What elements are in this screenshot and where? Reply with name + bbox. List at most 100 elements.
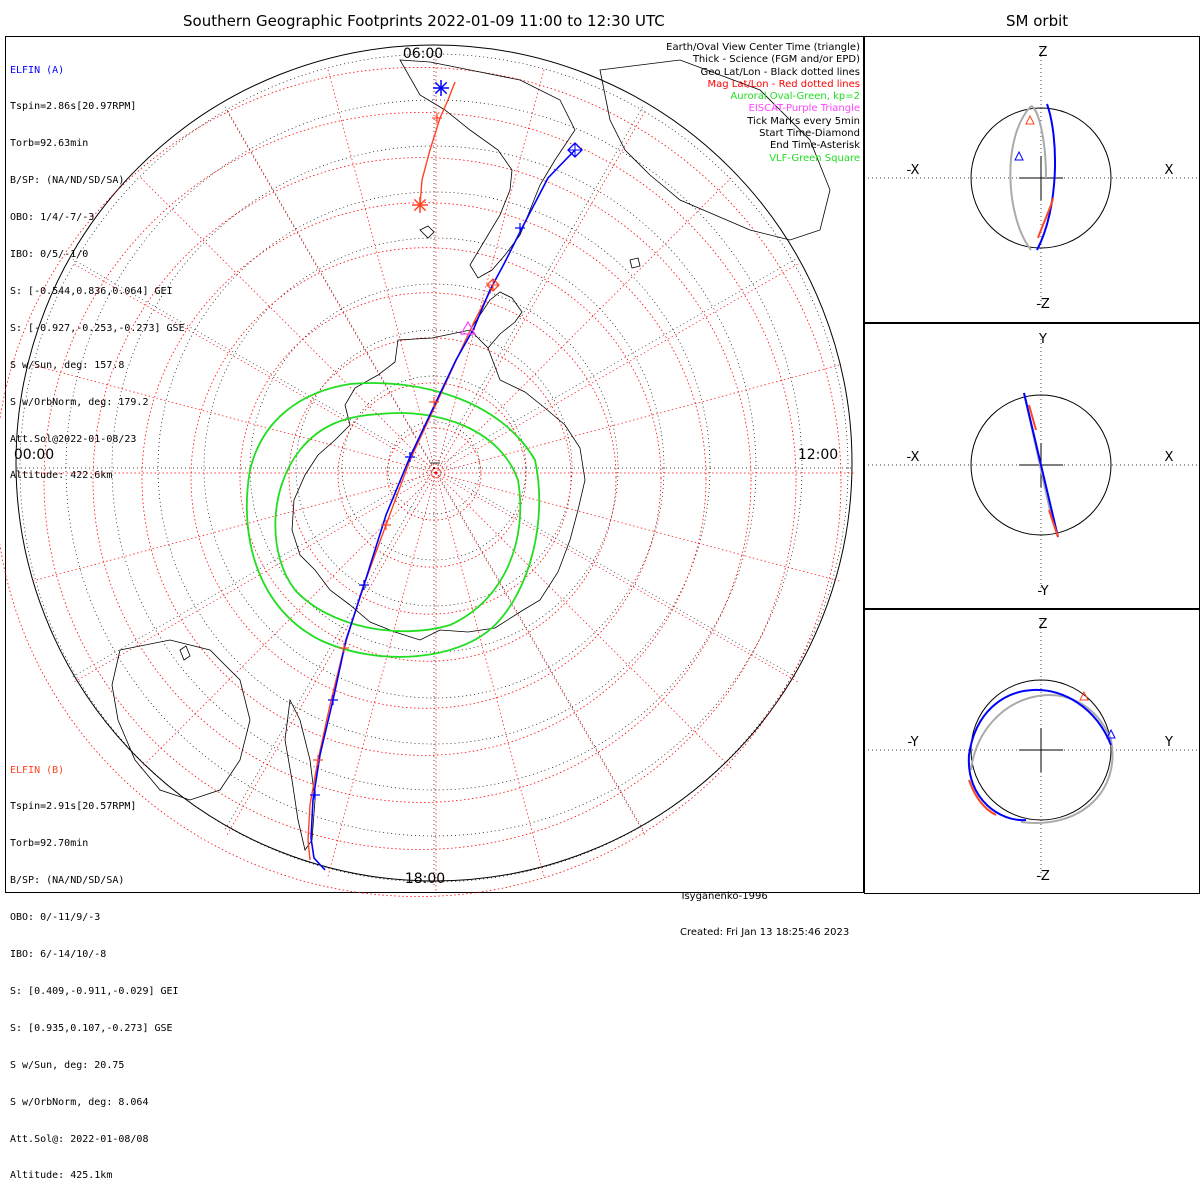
legend-entry: End Time-Asterisk — [769, 140, 860, 152]
geo-lon-line — [71, 258, 435, 469]
orbit-triangle — [1014, 150, 1024, 161]
mag-lon-line — [435, 364, 840, 474]
mag-lon-line — [435, 263, 799, 474]
sm-orbits-xy — [1023, 392, 1059, 538]
mlt-labels: 06:00 00:00 12:00 18:00 — [14, 46, 838, 887]
sm-axis-label-bottom: -Y — [1037, 584, 1048, 599]
elfin-a-line: S w/Sun, deg: 157.8 — [10, 359, 125, 371]
sm-plot-0: Z -Z -X X — [864, 45, 1200, 312]
legend-entry: Tick Marks every 5min — [747, 115, 860, 127]
mag-lat-circle — [43, 112, 797, 850]
coastline — [111, 639, 251, 801]
orbit-gray — [1009, 105, 1032, 251]
mlt-label-top: 06:00 — [403, 46, 443, 62]
sm-orbit-plots: Z -Z -X X Y -Y -X X Z -Z -Y Y — [864, 45, 1200, 884]
elfin-b-line: Att.Sol@: 2022-01-08/08 — [10, 1133, 149, 1145]
mag-lat-circle — [239, 292, 617, 662]
geo-lat-circle — [295, 329, 573, 607]
sm-orbits-xz — [1009, 103, 1056, 251]
orbit-gray — [970, 694, 1114, 825]
elfin-b-line: B/SP: (NA/ND/SD/SA) — [10, 875, 125, 887]
orbit-elfin-a — [967, 688, 1112, 822]
legend-entry: Mag Lat/Lon - Red dotted lines — [707, 78, 860, 90]
mag-lon-line — [32, 364, 437, 474]
mag-lon-line — [32, 472, 437, 582]
mag-lat-circle — [190, 247, 662, 709]
geo-lat-circle — [203, 237, 665, 699]
geo-lon-line — [433, 258, 797, 469]
mag-lon-line — [435, 472, 732, 769]
elfin-a-track — [310, 149, 576, 871]
mag-lat-circle — [337, 382, 527, 568]
geo-lon-line — [224, 105, 435, 469]
mlt-label-left: 00:00 — [14, 447, 54, 463]
mag-lon-line — [140, 177, 437, 474]
eiscat-triangle — [459, 320, 477, 335]
orbit-elfin-b — [968, 779, 997, 816]
mag-lon-line — [435, 472, 545, 877]
mag-lon-line — [435, 472, 799, 683]
elfin-b-line: Tspin=2.91s[20.57RPM] — [10, 801, 137, 813]
elfin-a-line: B/SP: (NA/ND/SD/SA) — [10, 175, 125, 187]
elfin-a-line: Altitude: 422.6km — [10, 470, 113, 482]
elfin-b-line: S: [0.409,-0.911,-0.029] GEI — [10, 985, 179, 997]
elfin-b-line: S: [0.935,0.107,-0.273] GSE — [10, 1022, 173, 1034]
elfin-a-line: Torb=92.63min — [10, 138, 89, 150]
mag-grid — [0, 55, 854, 897]
main-title: Southern Geographic Footprints 2022-01-0… — [183, 12, 665, 30]
geo-lat-circle — [111, 145, 757, 791]
mag-lon-line — [435, 110, 646, 474]
mag-lon-line — [73, 472, 437, 683]
elfin-b-name: ELFIN (B) — [10, 764, 65, 776]
credit: Tsyganenko-1996 Created: Fri Jan 13 18:2… — [680, 866, 849, 952]
sm-axis-label-right: Y — [1164, 735, 1173, 750]
elfin-b-line: Torb=92.70min — [10, 838, 89, 850]
auroral-oval — [246, 382, 541, 658]
elfin-b-line: S w/OrbNorm, deg: 8.064 — [10, 1096, 149, 1108]
mag-lon-line — [435, 472, 646, 836]
orbit-triangle — [1079, 690, 1089, 701]
geo-lon-line — [224, 467, 435, 831]
elfin-b-line: Altitude: 425.1km — [10, 1170, 113, 1182]
coastline — [599, 59, 831, 241]
legend-entry: VLF-Green Square — [769, 152, 860, 164]
elfin-a-line: S w/OrbNorm, deg: 179.2 — [10, 396, 149, 408]
mag-lon-line — [226, 110, 437, 474]
mlt-label-bottom: 18:00 — [405, 871, 445, 887]
credit-model: Tsyganenko-1996 — [680, 890, 768, 902]
sm-axis-label-bottom: -Z — [1036, 297, 1050, 312]
legend-entry: Start Time-Diamond — [759, 128, 860, 140]
mag-lon-line — [327, 472, 437, 877]
elfin-b-line: IBO: 6/-14/10/-8 — [10, 949, 107, 961]
legend-entry: Auroral Oval-Green, kp=2 — [730, 91, 860, 103]
sm-earth — [970, 679, 1112, 821]
map-frame — [5, 36, 864, 893]
orbit-elfin-a — [1036, 103, 1056, 251]
sm-axis-label-left: -X — [907, 450, 920, 465]
coastline — [179, 645, 191, 661]
geo-lon-line — [433, 467, 644, 831]
orbit-elfin-b — [1048, 509, 1059, 538]
mag-lon-line — [435, 177, 732, 474]
coastline — [469, 291, 523, 349]
geo-lon-line — [71, 467, 435, 678]
geo-grid — [15, 44, 853, 886]
legend-entry: Thick - Science (FGM and/or EPD) — [692, 54, 860, 66]
elfin-b-line: S w/Sun, deg: 20.75 — [10, 1059, 125, 1071]
sm-orbits-yz — [967, 688, 1116, 825]
mag-lat-circle — [141, 202, 707, 756]
mag-lon-line — [226, 472, 437, 836]
elfin-a-line: OBO: 1/4/-7/-3 — [10, 212, 95, 224]
mag-lon-line — [140, 472, 437, 769]
coastline — [629, 257, 641, 269]
orbit-gray — [1030, 105, 1047, 179]
orbit-elfin-a — [1023, 392, 1059, 538]
legend-entry: Geo Lat/Lon - Black dotted lines — [700, 66, 860, 78]
side-title: SM orbit — [1006, 12, 1069, 30]
legend-entry: Earth/Oval View Center Time (triangle) — [666, 42, 860, 53]
geo-lat-circle — [387, 421, 481, 515]
elfin-a-name: ELFIN (A) — [10, 64, 65, 76]
footprint-tracks — [307, 80, 583, 871]
elfin-b-end-asterisk — [413, 198, 427, 212]
sm-plot-1: Y -Y -X X — [864, 332, 1200, 599]
